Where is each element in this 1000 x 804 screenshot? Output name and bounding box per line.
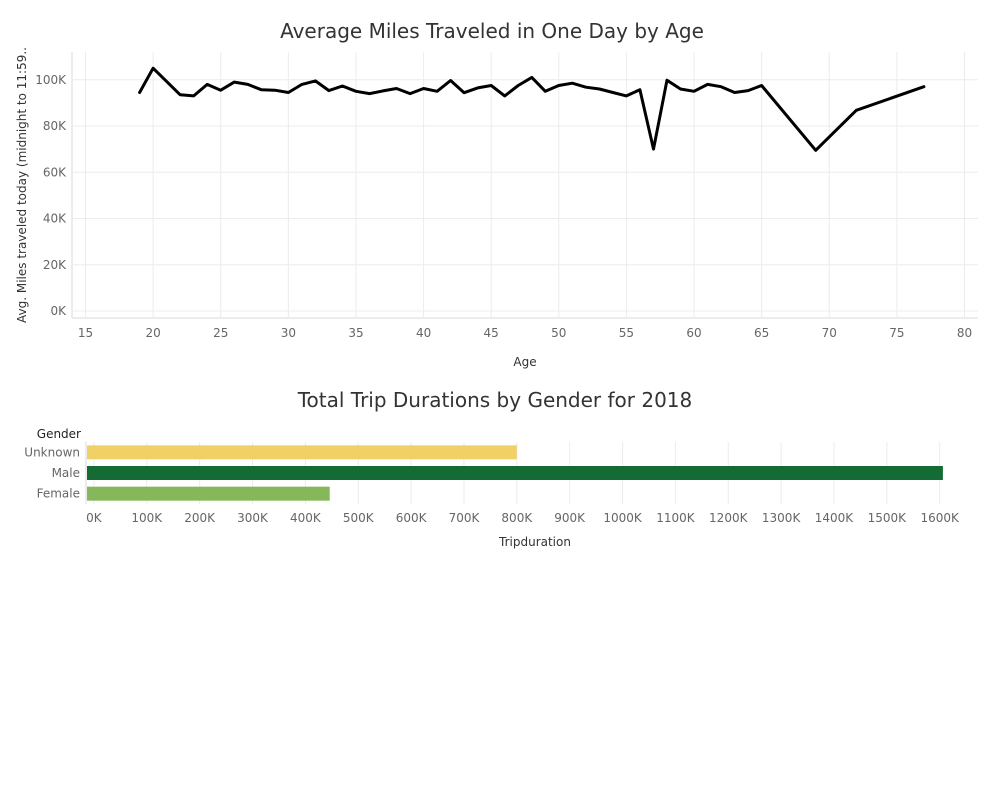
line-chart-x-tick-label: 40 xyxy=(416,326,431,340)
bar-chart-x-tick-label: 1600K xyxy=(921,511,961,525)
line-chart-y-tick-label: 0K xyxy=(50,304,67,318)
line-chart-grid xyxy=(71,52,978,319)
bar-chart-x-tick-label: 200K xyxy=(184,511,216,525)
bar-chart-x-tick-label: 1200K xyxy=(709,511,749,525)
line-chart-x-tick-label: 50 xyxy=(551,326,566,340)
bar-chart-x-axis-label: Tripduration xyxy=(498,535,571,549)
bar-chart-x-tick-label: 700K xyxy=(449,511,481,525)
bar-chart-x-tick-label: 600K xyxy=(396,511,428,525)
line-chart-y-ticks: 0K 20K 40K 60K 80K 100K xyxy=(35,73,67,318)
bar-chart-y-axis-label: Gender xyxy=(37,427,81,441)
bar-chart-x-tick-label: 1100K xyxy=(656,511,696,525)
bar-chart-x-tick-label: 500K xyxy=(343,511,375,525)
line-chart-y-tick-label: 80K xyxy=(43,119,67,133)
bar-unknown xyxy=(87,445,517,460)
bar-chart-x-tick-label: 1400K xyxy=(815,511,855,525)
bar-chart-x-tick-label: 0K xyxy=(86,511,103,525)
bar-chart-category-label: Male xyxy=(52,466,80,480)
bar-male xyxy=(87,466,943,480)
line-chart-y-tick-label: 40K xyxy=(43,212,67,226)
line-chart-x-tick-label: 75 xyxy=(889,326,904,340)
line-chart-x-tick-label: 70 xyxy=(822,326,837,340)
bar-chart-x-tick-label: 1500K xyxy=(868,511,908,525)
line-chart-x-tick-label: 35 xyxy=(348,326,363,340)
line-chart-x-tick-label: 30 xyxy=(281,326,296,340)
bar-chart-title: Total Trip Durations by Gender for 2018 xyxy=(297,388,693,412)
bar-chart-x-ticks: 0K 100K 200K 300K 400K 500K 600K 700K 800K 900K 10… xyxy=(86,511,960,525)
line-chart-y-axis-label: Avg. Miles traveled today (midnight to 1… xyxy=(15,47,29,323)
bar-chart-x-tick-label: 300K xyxy=(237,511,269,525)
line-chart-x-tick-label: 15 xyxy=(78,326,93,340)
line-chart-y-tick-label: 20K xyxy=(43,258,67,272)
line-chart-x-tick-label: 20 xyxy=(145,326,160,340)
bar-chart-x-tick-label: 400K xyxy=(290,511,322,525)
line-chart-x-tick-label: 55 xyxy=(619,326,634,340)
bar-chart-category-labels: Unknown Male Female xyxy=(24,445,80,500)
bar-chart-x-tick-label: 900K xyxy=(554,511,586,525)
line-chart-x-tick-label: 65 xyxy=(754,326,769,340)
line-chart-x-tick-label: 60 xyxy=(686,326,701,340)
line-chart-x-axis-label: Age xyxy=(513,355,536,369)
line-chart-series-line xyxy=(138,66,926,152)
line-chart: Average Miles Traveled in One Day by Age… xyxy=(15,19,978,369)
bar-chart: Total Trip Durations by Gender for 2018 … xyxy=(24,388,960,549)
bar-chart-x-tick-label: 1300K xyxy=(762,511,802,525)
line-chart-x-tick-label: 80 xyxy=(957,326,972,340)
line-chart-x-tick-label: 45 xyxy=(484,326,499,340)
line-chart-x-tick-label: 25 xyxy=(213,326,228,340)
bar-chart-category-label: Female xyxy=(37,487,80,501)
bar-chart-bars xyxy=(87,445,943,501)
bar-chart-x-tick-label: 800K xyxy=(501,511,533,525)
bar-chart-category-label: Unknown xyxy=(24,445,80,459)
bar-chart-x-tick-label: 1000K xyxy=(603,511,643,525)
bar-chart-x-tick-label: 100K xyxy=(131,511,163,525)
line-chart-title: Average Miles Traveled in One Day by Age xyxy=(280,19,704,43)
line-chart-y-tick-label: 60K xyxy=(43,165,67,179)
bar-female xyxy=(87,486,330,501)
line-chart-series xyxy=(138,66,926,152)
line-chart-y-tick-label: 100K xyxy=(35,73,67,87)
line-chart-x-ticks: 15 20 25 30 35 40 45 50 55 60 65 70 75 80 xyxy=(78,326,972,340)
